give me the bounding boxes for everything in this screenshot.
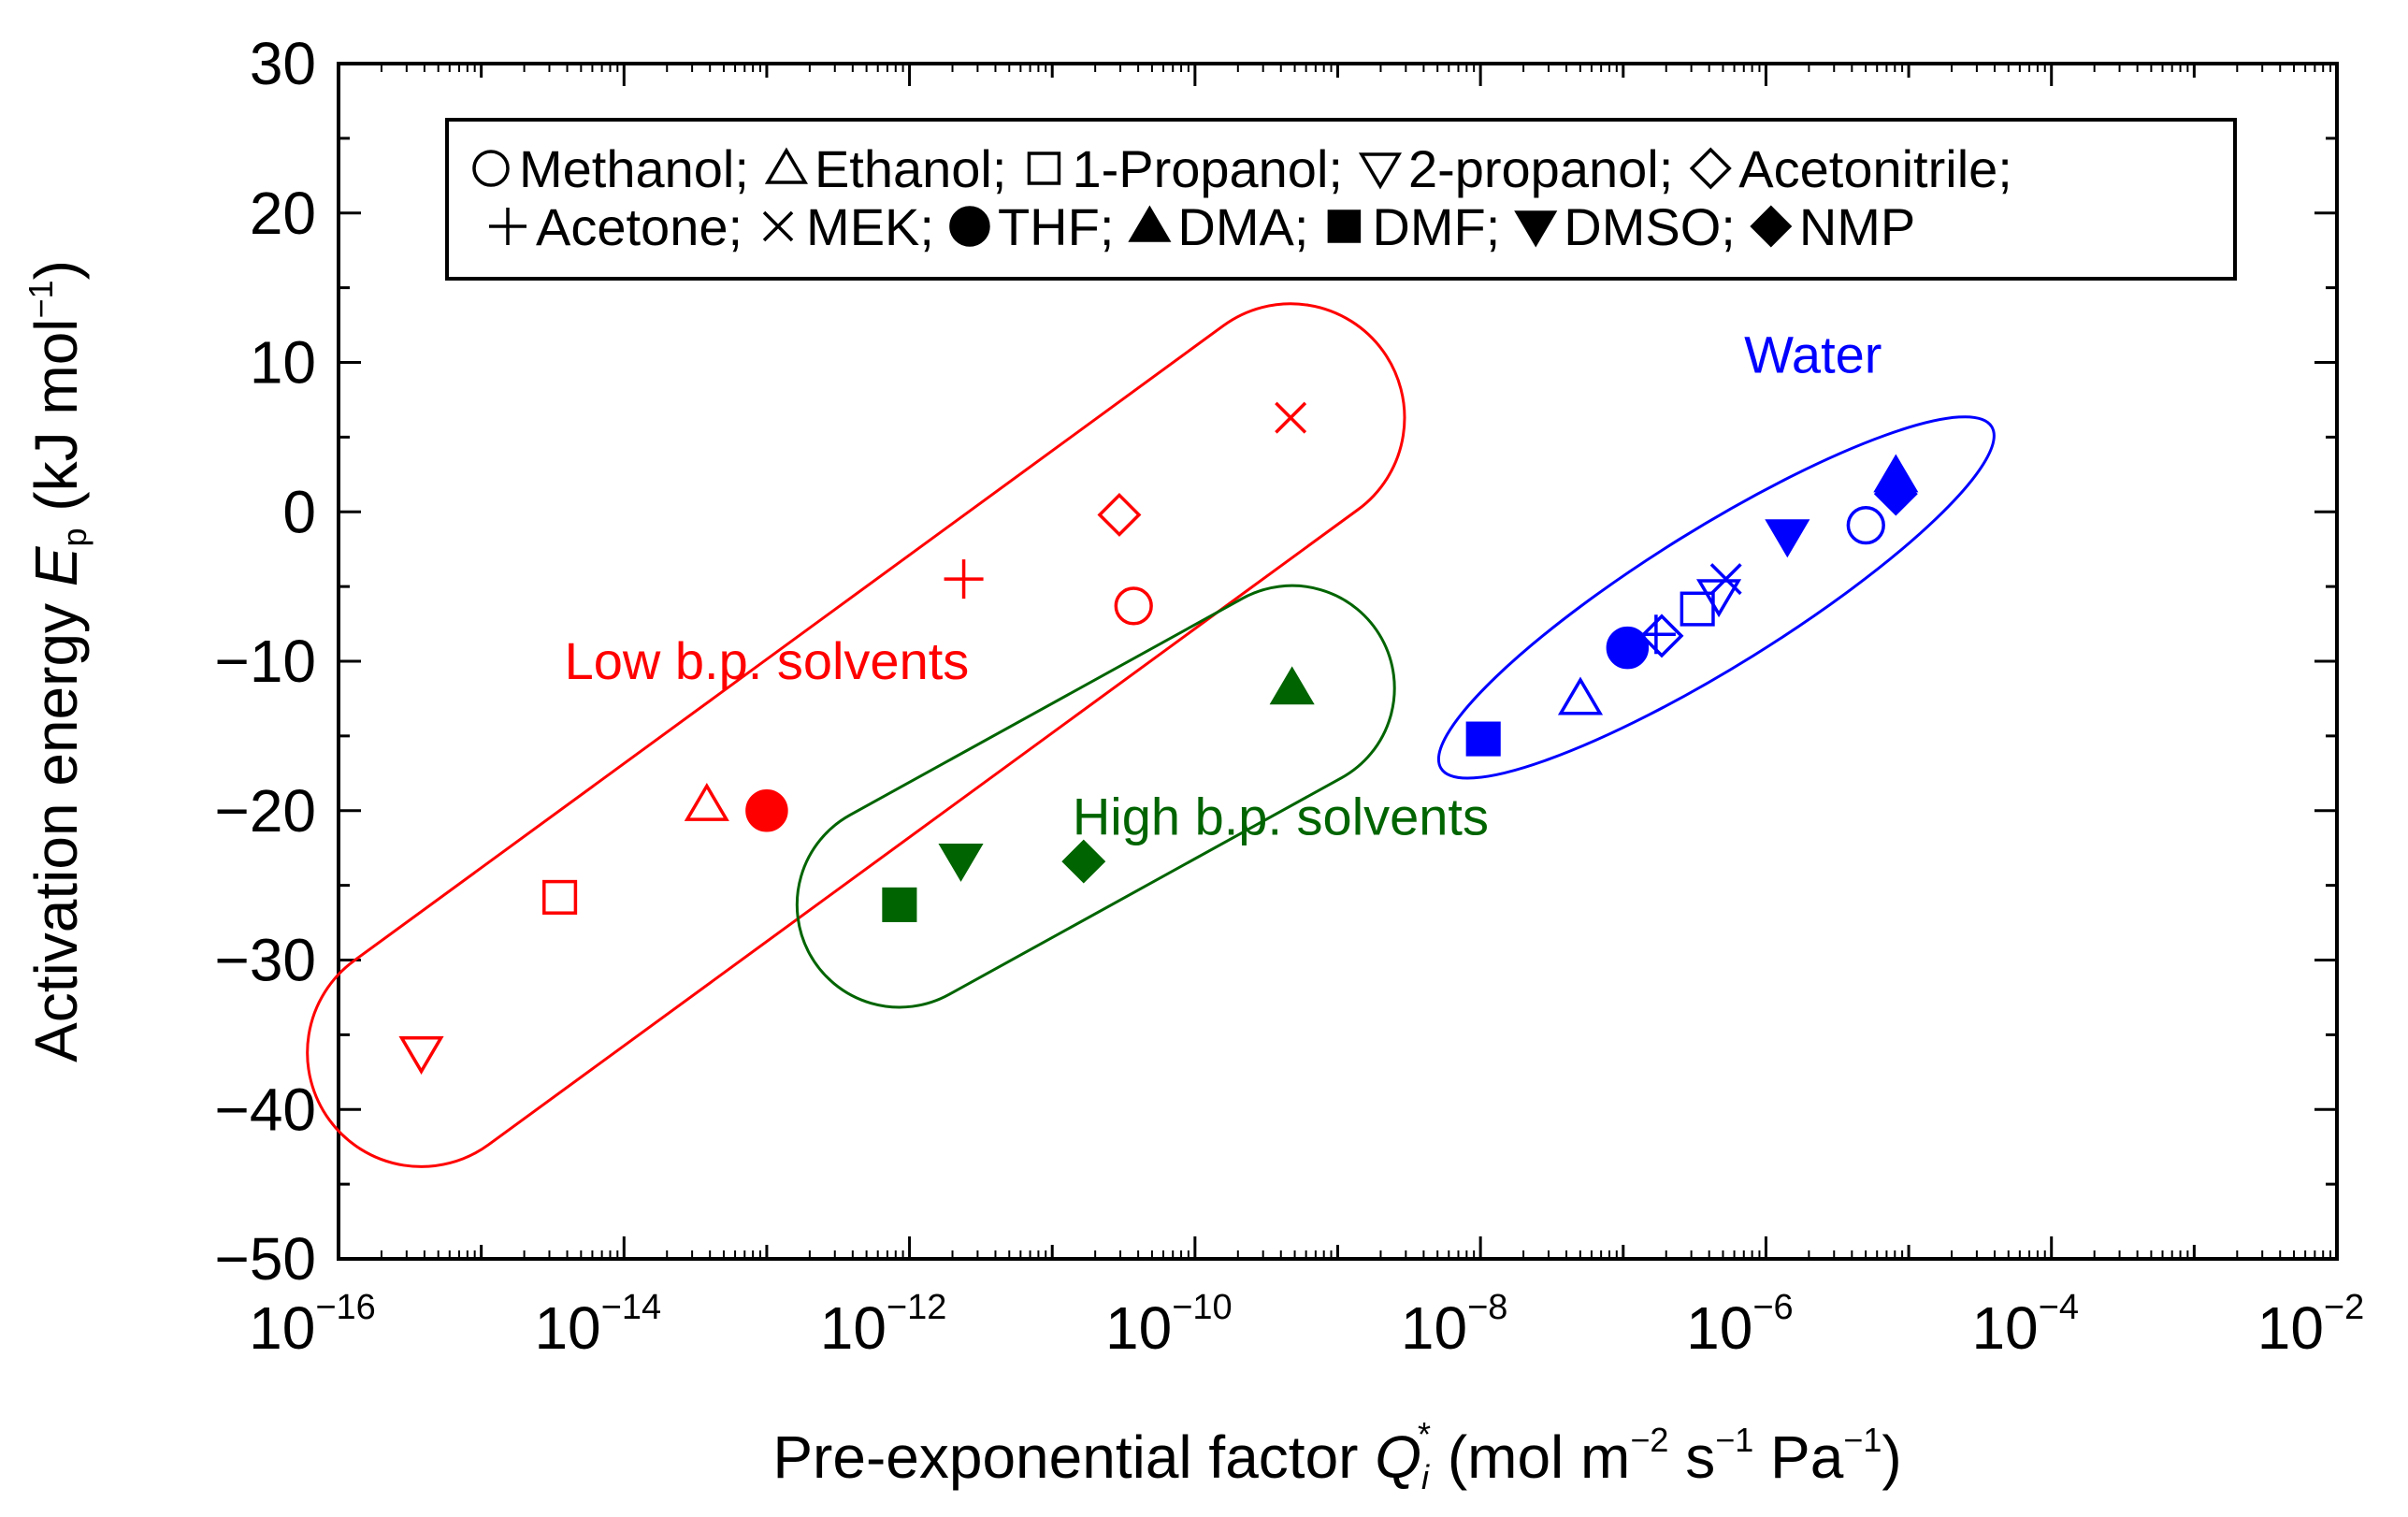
- x-axis-label-exp1: −2: [1630, 1421, 1668, 1459]
- legend-box: [445, 118, 2237, 281]
- legend-marker-circle-open: [472, 150, 510, 187]
- legend-marker-circle-filled: [949, 206, 990, 247]
- point-high-b-p-solvents-dmso: [938, 843, 984, 882]
- x-axis-label-main: Pre-exponential factor: [772, 1423, 1375, 1491]
- y-axis-label-var: E: [22, 545, 90, 586]
- legend-label-dmso: DMSO;: [1564, 197, 1736, 256]
- legend-marker-square-filled: [1327, 209, 1362, 243]
- y-axis-label-main: Activation energy: [22, 586, 90, 1062]
- y-tick-label: 20: [250, 180, 316, 247]
- x-axis-label-units: (mol m: [1431, 1423, 1630, 1491]
- y-axis-label-close: ): [22, 260, 90, 280]
- x-tick-label: 10−6: [1686, 1288, 1794, 1362]
- point-low-b-p-solvents-ethanol: [684, 782, 729, 821]
- legend-label-ethanol: Ethanol;: [815, 139, 1007, 198]
- x-tick-label: 10−8: [1401, 1288, 1508, 1362]
- point-water-nmp: [1873, 471, 1918, 516]
- point-water-mek: [1709, 563, 1742, 596]
- point-high-b-p-solvents-dmf: [882, 887, 917, 922]
- legend-marker-triangle-filled: [1128, 205, 1172, 242]
- legend-marker-triangle-down-filled: [1514, 210, 1558, 248]
- x-tick-label: 10−4: [1971, 1288, 2079, 1362]
- legend-label-2-propanol: 2-propanol;: [1408, 139, 1673, 198]
- legend-marker-triangle-down-open: [1358, 152, 1403, 190]
- point-low-b-p-solvents-acetone: [944, 559, 984, 600]
- legend-row-2: Acetone; MEK; THF; DMA; DMF; DMSO; NMP: [489, 197, 1915, 256]
- x-axis-label-var-sup: *: [1418, 1415, 1431, 1453]
- point-low-b-p-solvents-mek: [1275, 401, 1307, 434]
- group-labels: Low b.p. solvents High b.p. solvents Water: [565, 325, 1882, 846]
- x-tick-label: 10−16: [249, 1288, 376, 1362]
- x-axis-label-close: ): [1882, 1423, 1901, 1491]
- point-low-b-p-solvents-1-propanol: [542, 879, 578, 915]
- y-tick-label: 10: [250, 329, 316, 397]
- group-label-high-b-p-solvents: High b.p. solvents: [1073, 787, 1489, 845]
- legend-marker-diamond-filled: [1750, 205, 1793, 248]
- legend-label-dmf: DMF;: [1372, 197, 1500, 256]
- group-label-water: Water: [1744, 325, 1882, 384]
- legend: Methanol; Ethanol; 1-Propanol; 2-propanol; A…: [445, 118, 2237, 281]
- point-low-b-p-solvents-thf: [745, 789, 788, 832]
- x-tick-label: 10−12: [820, 1288, 947, 1362]
- x-tick-label: 10−2: [2257, 1288, 2365, 1362]
- legend-marker-diamond-open: [1689, 147, 1732, 190]
- y-axis-label: Activation energy Ep (kJ mol−1): [22, 260, 94, 1062]
- point-water-1-propanol: [1680, 591, 1715, 627]
- legend-marker-cross: [762, 210, 794, 242]
- low-b-p-solvents-enclosure: [306, 302, 1406, 1168]
- high-b-p-solvents-enclosure: [795, 584, 1396, 1009]
- legend-label-dma: DMA;: [1177, 197, 1308, 256]
- y-tick-label: −50: [214, 1225, 316, 1293]
- x-axis-label-exp3: −1: [1843, 1421, 1882, 1459]
- point-low-b-p-solvents-methanol: [1114, 586, 1153, 626]
- point-water-thf: [1606, 626, 1650, 670]
- point-high-b-p-solvents-dma: [1269, 666, 1315, 705]
- legend-label-acetonitrile: Acetonitrile;: [1738, 139, 2012, 198]
- legend-label-methanol: Methanol;: [519, 139, 749, 198]
- y-tick-label: 0: [282, 478, 316, 545]
- legend-marker-plus: [489, 208, 526, 245]
- point-water-ethanol: [1557, 676, 1604, 715]
- y-tick-label: −10: [214, 628, 316, 695]
- legend-label-thf: THF;: [998, 197, 1114, 256]
- legend-text: Acetone; MEK; THF; DMA; DMF; DMSO; NMP: [536, 197, 1915, 256]
- point-water-2-propanol: [1695, 579, 1742, 618]
- x-tick-label: 10−14: [534, 1288, 661, 1362]
- point-low-b-p-solvents-2-propanol: [398, 1036, 444, 1075]
- group-enclosures: [306, 302, 1996, 1168]
- group-label-low-b-p-solvents: Low b.p. solvents: [565, 631, 970, 690]
- point-water-dmso: [1765, 519, 1810, 558]
- legend-text: Methanol; Ethanol; 1-Propanol; 2-propanol; A…: [519, 139, 2012, 198]
- legend-marker-triangle-open: [764, 147, 808, 184]
- y-axis-label-units: (kJ mol: [22, 318, 90, 527]
- y-axis-label-exp: −1: [22, 280, 60, 318]
- point-water-dmf: [1465, 721, 1501, 757]
- legend-label-nmp: NMP: [1799, 197, 1915, 256]
- x-axis-label-var: Q: [1375, 1423, 1421, 1491]
- point-low-b-p-solvents-acetonitrile: [1097, 492, 1142, 537]
- legend-label-1-propanol: 1-Propanol;: [1072, 139, 1343, 198]
- data-points: [398, 401, 1919, 1075]
- legend-label-mek: MEK;: [806, 197, 934, 256]
- legend-label-acetone: Acetone;: [536, 197, 743, 256]
- legend-marker-square-open: [1027, 152, 1061, 185]
- x-axis-label-exp2: −1: [1715, 1421, 1753, 1459]
- y-tick-label: −20: [214, 777, 316, 845]
- y-tick-label: −30: [214, 927, 316, 994]
- point-water-methanol: [1846, 505, 1885, 545]
- x-axis-label: Pre-exponential factor Qi* (mol m−2 s−1 …: [772, 1415, 1901, 1496]
- legend-row-1: Methanol; Ethanol; 1-Propanol; 2-propanol; A…: [472, 139, 2012, 198]
- y-tick-label: 30: [250, 30, 316, 97]
- x-axis-label-var-sub: i: [1421, 1458, 1430, 1496]
- point-high-b-p-solvents-nmp: [1061, 839, 1106, 884]
- x-tick-label: 10−10: [1105, 1288, 1233, 1362]
- point-water-acetonitrile: [1639, 614, 1684, 658]
- water-enclosure: [1436, 415, 1996, 780]
- x-axis-label-s: s: [1668, 1423, 1715, 1491]
- y-axis-label-var-sub: p: [55, 527, 94, 546]
- y-tick-label: −40: [214, 1076, 316, 1143]
- x-axis-label-pa: Pa: [1753, 1423, 1843, 1491]
